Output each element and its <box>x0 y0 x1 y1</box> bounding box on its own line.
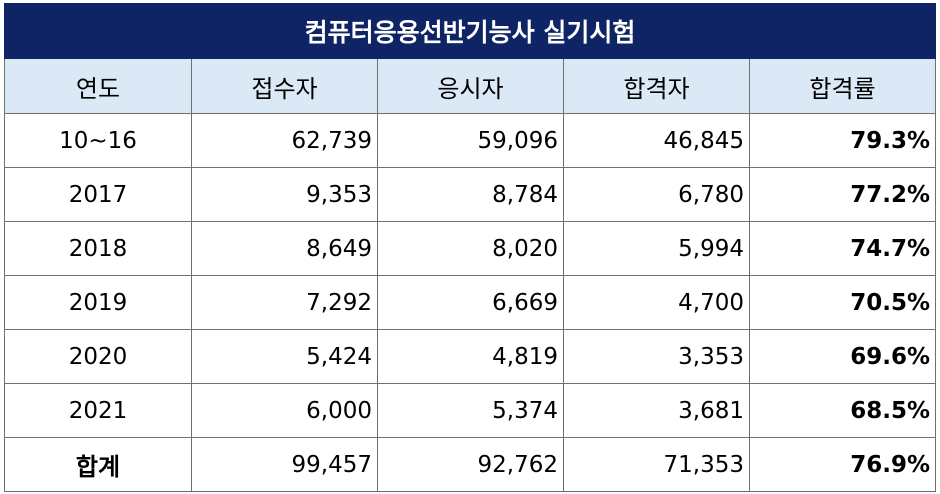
applicants-cell: 9,353 <box>191 167 378 222</box>
passed-cell: 3,681 <box>563 383 750 438</box>
table-row: 2017 9,353 8,784 6,780 77.2% <box>4 167 936 222</box>
pass-rate-cell: 74.7% <box>749 221 936 276</box>
applicants-cell: 62,739 <box>191 113 378 168</box>
examinees-cell: 59,096 <box>377 113 564 168</box>
table-row: 10~16 62,739 59,096 46,845 79.3% <box>4 113 936 168</box>
table-row: 2019 7,292 6,669 4,700 70.5% <box>4 275 936 330</box>
passed-cell: 5,994 <box>563 221 750 276</box>
total-label-cell: 합계 <box>4 437 192 492</box>
year-cell: 10~16 <box>4 113 192 168</box>
year-cell: 2018 <box>4 221 192 276</box>
applicants-cell: 6,000 <box>191 383 378 438</box>
year-cell: 2021 <box>4 383 192 438</box>
header-pass-rate: 합격률 <box>749 58 936 114</box>
examinees-cell: 5,374 <box>377 383 564 438</box>
passed-cell: 46,845 <box>563 113 750 168</box>
header-year: 연도 <box>4 58 192 114</box>
pass-rate-cell: 77.2% <box>749 167 936 222</box>
applicants-cell: 7,292 <box>191 275 378 330</box>
year-cell: 2020 <box>4 329 192 384</box>
examinees-cell: 4,819 <box>377 329 564 384</box>
applicants-cell: 5,424 <box>191 329 378 384</box>
passed-cell: 3,353 <box>563 329 750 384</box>
total-applicants-cell: 99,457 <box>191 437 378 492</box>
year-cell: 2019 <box>4 275 192 330</box>
total-passed-cell: 71,353 <box>563 437 750 492</box>
passed-cell: 6,780 <box>563 167 750 222</box>
table-row: 2020 5,424 4,819 3,353 69.6% <box>4 329 936 384</box>
pass-rate-cell: 68.5% <box>749 383 936 438</box>
pass-rate-cell: 70.5% <box>749 275 936 330</box>
header-passed: 합격자 <box>563 58 750 114</box>
header-row: 연도 접수자 응시자 합격자 합격률 <box>4 58 936 114</box>
exam-statistics-table-container: 컴퓨터응용선반기능사 실기시험 연도 접수자 응시자 합격자 합격률 10~16… <box>4 3 936 492</box>
header-examinees: 응시자 <box>377 58 564 114</box>
examinees-cell: 6,669 <box>377 275 564 330</box>
header-applicants: 접수자 <box>191 58 378 114</box>
exam-statistics-table: 컴퓨터응용선반기능사 실기시험 연도 접수자 응시자 합격자 합격률 10~16… <box>4 3 936 492</box>
passed-cell: 4,700 <box>563 275 750 330</box>
examinees-cell: 8,784 <box>377 167 564 222</box>
pass-rate-cell: 79.3% <box>749 113 936 168</box>
applicants-cell: 8,649 <box>191 221 378 276</box>
total-examinees-cell: 92,762 <box>377 437 564 492</box>
total-pass-rate-cell: 76.9% <box>749 437 936 492</box>
examinees-cell: 8,020 <box>377 221 564 276</box>
year-cell: 2017 <box>4 167 192 222</box>
table-row: 2018 8,649 8,020 5,994 74.7% <box>4 221 936 276</box>
table-row: 2021 6,000 5,374 3,681 68.5% <box>4 383 936 438</box>
pass-rate-cell: 69.6% <box>749 329 936 384</box>
total-row: 합계 99,457 92,762 71,353 76.9% <box>4 437 936 492</box>
title-row: 컴퓨터응용선반기능사 실기시험 <box>4 3 936 59</box>
table-title: 컴퓨터응용선반기능사 실기시험 <box>4 3 936 59</box>
